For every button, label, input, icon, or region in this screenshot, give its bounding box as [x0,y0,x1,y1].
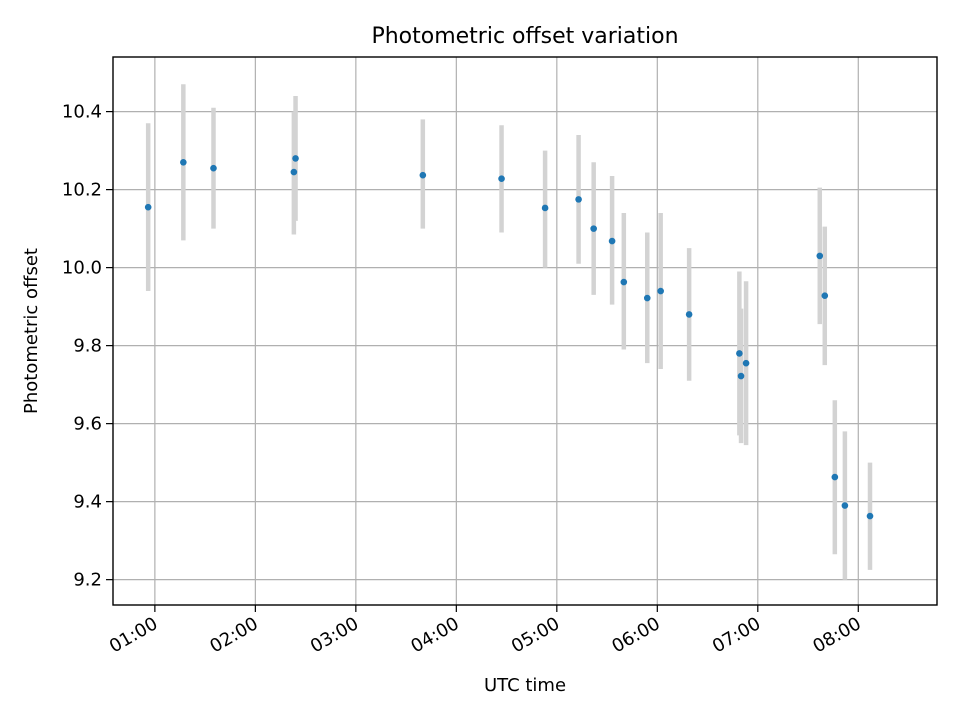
data-point [575,196,582,203]
point-layer [144,155,874,520]
data-point [643,294,651,302]
data-point [180,159,187,166]
y-tick-label: 10.4 [62,102,102,123]
data-point [831,473,839,481]
data-point [866,512,874,520]
data-point [290,168,298,176]
y-tick-label: 10.2 [62,180,102,201]
y-tick-label: 9.6 [73,414,102,435]
y-tick-label: 9.2 [73,570,102,591]
data-point [821,292,829,300]
data-point [657,287,664,295]
data-point [608,237,616,245]
data-point [210,164,217,172]
data-point [742,359,750,367]
data-point [292,155,299,162]
data-point [144,203,152,211]
grid-layer [113,57,937,605]
data-point [685,311,693,318]
y-axis-label: Photometric offset [21,248,42,414]
data-point [620,278,628,286]
data-point [590,225,597,232]
y-tick-label: 9.4 [73,492,102,513]
data-point [541,204,549,212]
data-point [498,175,505,182]
chart-title: Photometric offset variation [371,24,678,49]
data-point [737,372,745,380]
data-point [736,350,743,357]
y-tick-label: 10.0 [62,258,102,279]
plot-area-frame [112,56,938,606]
data-point [419,171,427,179]
data-point [816,252,824,260]
x-axis-label: UTC time [484,675,566,696]
data-point [841,502,849,509]
y-tick-label: 9.8 [73,336,102,357]
